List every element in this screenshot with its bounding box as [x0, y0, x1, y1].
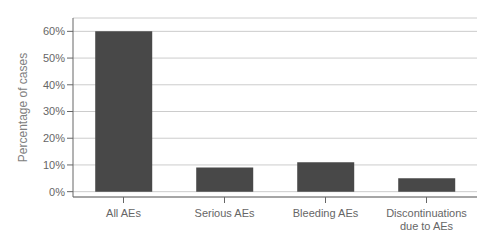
svg-text:30%: 30%	[43, 105, 65, 117]
svg-text:Bleeding AEs: Bleeding AEs	[293, 207, 359, 219]
svg-text:Percentage of cases: Percentage of cases	[16, 53, 30, 162]
svg-text:60%: 60%	[43, 25, 65, 37]
svg-text:0%: 0%	[49, 186, 65, 198]
svg-text:20%: 20%	[43, 132, 65, 144]
svg-text:Discontinuationsdue to AEs: Discontinuationsdue to AEs	[386, 207, 467, 232]
svg-text:10%: 10%	[43, 159, 65, 171]
svg-text:All AEs: All AEs	[106, 207, 141, 219]
svg-text:40%: 40%	[43, 79, 65, 91]
svg-text:50%: 50%	[43, 52, 65, 64]
svg-text:Serious AEs: Serious AEs	[195, 207, 255, 219]
